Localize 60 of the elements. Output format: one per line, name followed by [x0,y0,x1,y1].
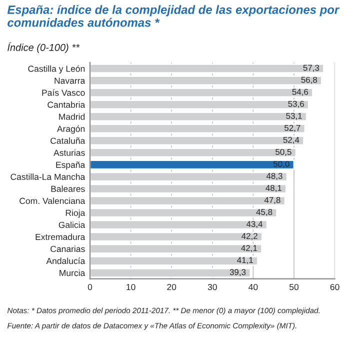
y-tick-label: Baleares [51,186,85,192]
y-tick-label: Extremadura [36,234,86,240]
y-tick-label: Aragón [56,125,85,134]
data-label: 42,2 [242,233,258,240]
data-label: 42,1 [241,245,258,252]
y-tick-label: Madrid [59,113,85,120]
data-label: 41,1 [237,257,253,264]
x-tick-label: 40 [248,284,258,290]
data-label: 53,1 [286,112,302,120]
y-tick-label: España [56,162,86,170]
y-tick-label: Cataluña [50,137,86,144]
bar [90,64,324,74]
y-tick-label: Rioja [66,210,86,218]
data-label: 48,3 [266,172,282,180]
bar [90,256,258,266]
x-tick-label: 30 [208,284,217,290]
data-label: 52,4 [283,136,300,144]
bar [90,112,308,122]
data-label: 57,3 [303,64,320,72]
y-tick-label: Navarra [54,78,86,84]
data-label: 56,8 [301,76,318,84]
y-tick-label: Cantabria [48,101,86,108]
y-tick-label: Murcia [60,270,86,276]
y-tick-label: Asturias [54,149,85,156]
chart-title: España: índice de la complejidad de las exportaciones por comunidades autónomas * [7,5,340,27]
x-tick-label: 20 [167,284,176,290]
bar [90,124,306,134]
data-label: 43,4 [246,221,262,228]
y-tick-label: País Vasco [42,89,85,96]
bar [90,268,252,278]
x-tick-label: 60 [330,284,340,290]
bar [90,244,262,254]
y-tick-label: Andalucía [46,258,86,264]
data-label: 50,0 [274,160,290,168]
y-tick-label: Castilla-La Mancha [10,174,86,180]
data-label: 48,1 [266,184,282,192]
bar [90,160,295,170]
data-label: 47,8 [264,197,280,204]
bar [90,100,310,110]
bar [90,76,322,86]
chart-subtitle: Índice (0-100) ** [8,42,80,53]
y-tick-label: Castilla y León [28,65,85,74]
y-tick-label: Galicia [58,222,86,228]
data-label: 39,3 [230,269,246,276]
data-label: 50,5 [276,148,292,156]
y-tick-label: Canarias [50,246,85,252]
bar [90,88,314,98]
data-label: 52,7 [284,124,300,132]
y-tick-label: Com. Valenciana [20,198,86,204]
data-label: 54,6 [292,88,308,96]
x-tick-label: 50 [289,284,299,290]
bar [90,148,297,158]
x-tick-label: 0 [88,284,92,290]
bar [90,232,263,242]
data-label: 53,6 [288,100,304,108]
x-tick-label: 10 [126,284,136,290]
bar [90,172,288,182]
bar [90,184,287,194]
data-label: 45,8 [256,209,272,216]
bar [90,136,304,146]
